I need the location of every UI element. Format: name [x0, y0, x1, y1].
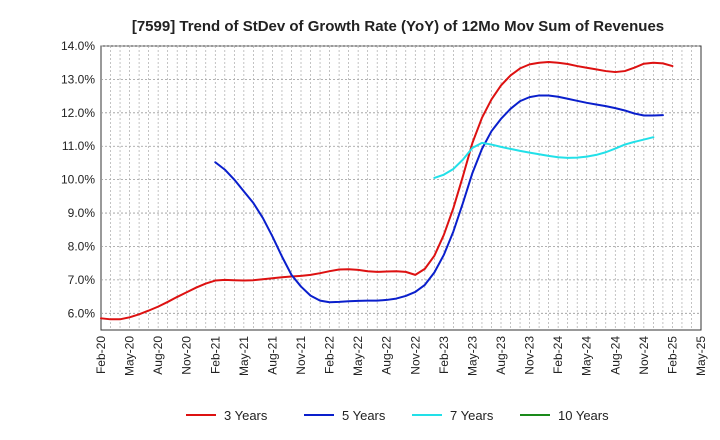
x-tick-label: Feb-21: [208, 336, 222, 374]
x-tick-label: Nov-21: [294, 336, 308, 375]
y-tick-label: 8.0%: [68, 239, 96, 253]
y-tick-label: 11.0%: [62, 139, 95, 153]
x-tick-label: Nov-22: [408, 336, 422, 375]
x-tick-label: Aug-24: [608, 336, 622, 375]
legend-label-10-years: 10 Years: [558, 408, 609, 423]
y-tick-label: 13.0%: [61, 72, 95, 86]
x-tick-label: May-24: [580, 336, 594, 376]
x-tick-label: May-25: [694, 336, 708, 376]
chart-title: [7599] Trend of StDev of Growth Rate (Yo…: [132, 18, 664, 35]
x-tick-label: May-23: [465, 336, 479, 376]
x-tick-label: Aug-20: [151, 336, 165, 375]
x-tick-label: May-22: [351, 336, 365, 376]
legend: 3 Years 5 Years 7 Years 10 Years: [186, 408, 609, 423]
series-line-7-years: [433, 136, 655, 179]
x-tick-label: Aug-23: [494, 336, 508, 375]
series-line-5-years: [214, 94, 664, 304]
legend-label-3-years: 3 Years: [224, 408, 268, 423]
x-tick-label: May-20: [123, 336, 137, 376]
y-tick-label: 7.0%: [68, 273, 96, 287]
y-tick-label: 12.0%: [61, 106, 95, 120]
x-tick-label: Feb-25: [665, 336, 679, 374]
x-tick-label: Feb-20: [94, 336, 108, 374]
legend-label-7-years: 7 Years: [450, 408, 494, 423]
y-tick-label: 6.0%: [68, 306, 96, 320]
x-tick-label: Nov-23: [523, 336, 537, 375]
x-tick-label: Feb-23: [437, 336, 451, 374]
y-tick-label: 9.0%: [68, 206, 96, 220]
plot-area: 6.0% 7.0% 8.0% 9.0% 10.0% 11.0% 12.0% 13.0% 14.0…: [61, 39, 708, 376]
y-tick-label: 14.0%: [61, 39, 95, 53]
y-tick-label: 10.0%: [61, 173, 95, 187]
series-line-3-years: [100, 61, 674, 321]
x-tick-label: Nov-24: [637, 336, 651, 375]
x-tick-label: Nov-20: [180, 336, 194, 375]
x-tick-label: Feb-24: [551, 336, 565, 374]
legend-label-5-years: 5 Years: [342, 408, 386, 423]
x-tick-label: Feb-22: [323, 336, 337, 374]
x-tick-label: Aug-21: [265, 336, 279, 375]
x-tick-label: Aug-22: [380, 336, 394, 375]
plot-frame: [100, 45, 702, 331]
x-tick-label: May-21: [237, 336, 251, 376]
